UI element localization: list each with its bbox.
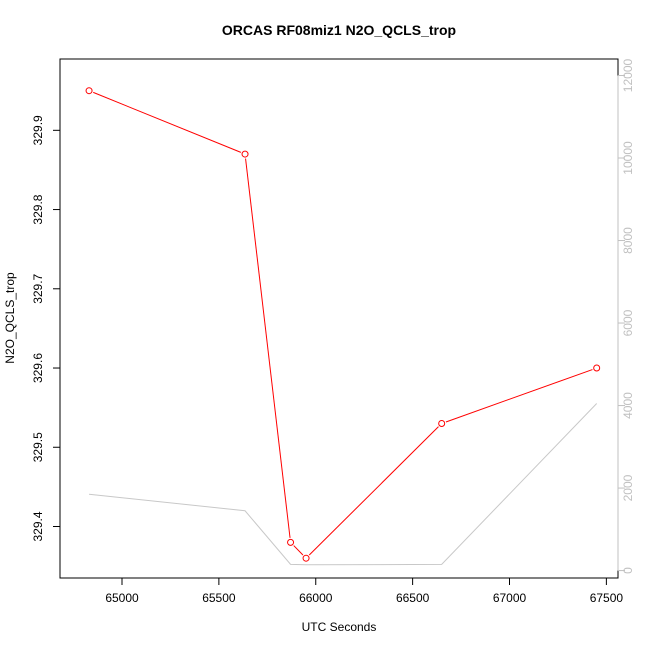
y-tick-label: 329.6	[31, 353, 45, 383]
x-tick-label: 67500	[590, 591, 624, 605]
x-tick-label: 65000	[105, 591, 139, 605]
series-1-segment	[293, 545, 304, 556]
y2-tick-label: 2000	[621, 474, 635, 501]
y2-tick-label: 0	[621, 567, 635, 574]
series-1-point	[287, 538, 295, 546]
series-1-point	[241, 150, 249, 158]
x-axis-label: UTC Seconds	[302, 620, 377, 634]
y-tick-label: 329.9	[31, 115, 45, 145]
y-tick-label: 329.7	[31, 273, 45, 303]
x-tick-label: 66500	[396, 591, 430, 605]
y-axis-label: N2O_QCLS_trop	[3, 272, 17, 364]
y2-tick-label: 4000	[621, 392, 635, 419]
series-1-point	[85, 87, 93, 95]
series-layer	[85, 87, 601, 566]
x-tick-label: 66000	[299, 591, 333, 605]
y-tick-label: 329.8	[31, 194, 45, 224]
y2-tick-label: 10000	[621, 141, 635, 175]
y2-tick-label: 6000	[621, 309, 635, 336]
y2-tick-label: 8000	[621, 227, 635, 254]
series-1-point	[593, 364, 601, 372]
series-1-segment	[245, 158, 291, 538]
series-1-segment	[445, 369, 593, 423]
x-tick-label: 65500	[202, 591, 236, 605]
series-1-point	[438, 419, 446, 427]
y-tick-label: 329.5	[31, 432, 45, 462]
chart-title: ORCAS RF08miz1 N2O_QCLS_trop	[222, 22, 456, 38]
y2-tick-label: 12000	[621, 58, 635, 92]
x-tick-label: 67000	[493, 591, 527, 605]
series-1-segment	[93, 91, 242, 153]
y-tick-label: 329.4	[31, 511, 45, 541]
series-2-line	[89, 403, 598, 566]
series-1-segment	[308, 426, 439, 556]
series-1-point	[302, 554, 310, 562]
axes-layer: 65000 65500 66000 66500 67000 67500 329.4 329.5…	[31, 58, 635, 605]
